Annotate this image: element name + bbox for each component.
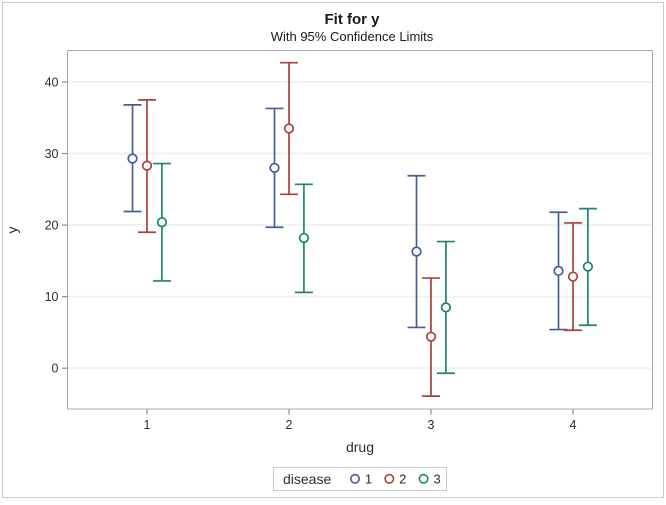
estimate-marker [582, 261, 594, 272]
legend-title: disease [283, 471, 331, 487]
y-axis-label: y [4, 227, 20, 234]
legend-entries: 1 2 3 [349, 472, 441, 487]
legend: disease 1 2 3 [273, 467, 447, 491]
x-axis-label: drug [346, 439, 374, 455]
estimate-marker [156, 217, 168, 228]
legend-entry-label: 1 [365, 472, 372, 487]
plot-wall [67, 50, 653, 410]
error-bar-drug-3-disease-1 [407, 174, 426, 329]
x-axis: 1 2 3 4 [144, 409, 577, 432]
y-axis-tick-label: 30 [45, 147, 59, 161]
legend-entry-3: 3 [418, 472, 441, 487]
error-bar-drug-1-disease-1 [123, 104, 142, 213]
legend-entry-2: 2 [384, 472, 406, 487]
legend-entry-label: 3 [433, 472, 440, 487]
legend-marker [349, 473, 360, 484]
error-bar-drug-1-disease-3 [152, 162, 171, 282]
x-axis-tick-label: 3 [428, 418, 435, 432]
series-disease-3 [152, 162, 597, 375]
figure-border [2, 2, 664, 498]
gridlines [67, 80, 653, 370]
estimate-marker [411, 246, 422, 257]
error-bar-drug-1-disease-2 [138, 99, 157, 234]
x-axis-tick-label: 2 [286, 418, 293, 432]
chart-subtitle: With 95% Confidence Limits [271, 29, 434, 44]
error-bar-drug-3-disease-3 [436, 240, 455, 375]
error-bar-series [123, 61, 597, 397]
error-bar-drug-3-disease-2 [421, 277, 440, 397]
error-bar-drug-4-disease-2 [563, 222, 582, 332]
legend-entry-1: 1 [349, 472, 372, 487]
legend-marker [384, 473, 395, 484]
estimate-marker [553, 265, 564, 277]
x-axis-tick-label: 1 [144, 418, 151, 432]
estimate-marker [567, 271, 579, 282]
error-bar-drug-2-disease-2 [280, 61, 299, 196]
estimate-marker [141, 160, 153, 171]
y-axis-tick-label: 40 [45, 75, 59, 89]
series-disease-2 [138, 61, 582, 397]
estimate-marker [127, 153, 138, 164]
error-bar-drug-4-disease-1 [549, 211, 568, 331]
series-disease-1 [123, 104, 568, 331]
chart-title: Fit for y [325, 11, 381, 28]
error-bar-drug-2-disease-1 [265, 107, 284, 229]
estimate-marker [298, 232, 310, 244]
y-axis-tick-label: 20 [45, 218, 59, 232]
error-bar-drug-2-disease-3 [294, 183, 313, 294]
estimate-marker [425, 331, 437, 342]
legend-box [273, 467, 447, 491]
legend-marker [418, 473, 429, 484]
legend-entry-label: 2 [399, 472, 406, 487]
estimate-marker [283, 123, 295, 134]
estimate-marker [269, 162, 280, 174]
x-axis-tick-label: 4 [570, 418, 577, 432]
y-axis: 0 10 20 30 40 [45, 75, 68, 376]
y-axis-tick-label: 0 [52, 362, 59, 376]
estimate-marker [440, 302, 452, 313]
y-axis-tick-label: 10 [45, 290, 59, 304]
error-bar-drug-4-disease-3 [578, 207, 597, 327]
